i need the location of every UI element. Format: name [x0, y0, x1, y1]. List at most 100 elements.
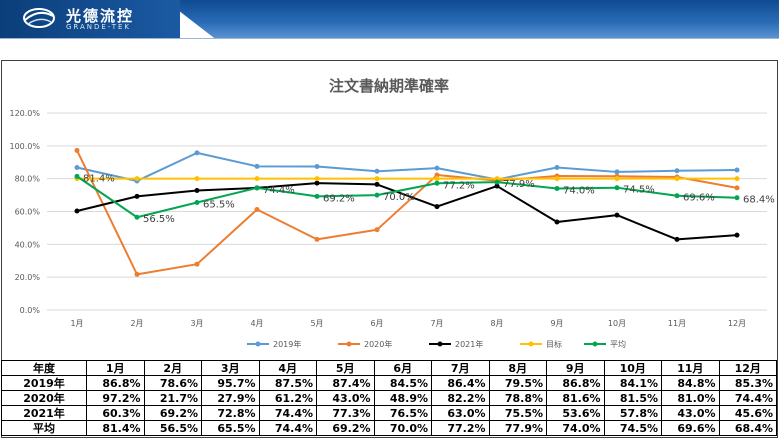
data-point	[434, 176, 440, 182]
table-cell: 69.2%	[316, 420, 375, 436]
y-tick-label: 100.0%	[9, 142, 40, 151]
data-point	[734, 232, 740, 238]
data-point	[254, 163, 260, 169]
table-header-cell: 4月	[258, 360, 317, 376]
table-header-cell: 7月	[431, 360, 490, 376]
data-point	[314, 180, 320, 186]
table-cell: 81.4%	[86, 420, 145, 436]
table-cell: 27.9%	[201, 390, 260, 406]
y-tick-label: 0.0%	[20, 306, 41, 315]
table-cell: 76.5%	[373, 405, 432, 421]
y-tick-label: 80.0%	[15, 175, 41, 184]
table-cell: 69.2%	[143, 405, 202, 421]
table-cell: 72.8%	[201, 405, 260, 421]
data-label: 77.9%	[503, 179, 535, 190]
table-header-row: 年度 1月 2月 3月 4月 5月 6月 7月 8月 9月 10月 11月 12月	[1, 360, 777, 376]
table-cell: 74.4%	[718, 390, 777, 406]
data-point	[74, 173, 80, 179]
table-row: 2020年 97.2% 21.7% 27.9% 61.2% 43.0% 48.9% 82.2%…	[1, 390, 777, 406]
data-label: 69.6%	[683, 193, 715, 204]
table-cell: 82.2%	[431, 390, 490, 406]
table-row: 2019年 86.8% 78.6% 95.7% 87.5% 87.4% 84.5% 86.4%…	[1, 375, 777, 391]
table-cell: 74.0%	[546, 420, 605, 436]
table-cell: 48.9%	[373, 390, 432, 406]
data-point	[194, 261, 200, 267]
table-header-cell: 11月	[661, 360, 720, 376]
table-cell: 86.8%	[86, 375, 145, 391]
table-header-cell: 10月	[603, 360, 662, 376]
legend-label: 目标	[546, 339, 562, 349]
data-point	[74, 147, 80, 153]
data-point	[374, 192, 380, 198]
table-cell: 87.4%	[316, 375, 375, 391]
table-cell: 81.0%	[661, 390, 720, 406]
table-header-cell: 6月	[373, 360, 432, 376]
y-tick-label: 40.0%	[15, 240, 41, 249]
data-point	[674, 168, 680, 174]
series-line	[76, 175, 738, 219]
data-point	[374, 227, 380, 233]
table-cell: 68.4%	[718, 420, 777, 436]
x-tick-label: 8月	[490, 319, 503, 328]
x-tick-label: 5月	[310, 319, 323, 328]
data-point	[254, 176, 260, 182]
table-row: 平均 81.4% 56.5% 65.5% 74.4% 69.2% 70.0% 77.2% 77.…	[1, 420, 777, 436]
table-cell: 45.6%	[718, 405, 777, 421]
header-banner	[165, 0, 779, 38]
x-tick-label: 6月	[370, 319, 383, 328]
legend-label: 2021年	[455, 339, 483, 349]
data-point	[554, 219, 560, 225]
data-point	[434, 180, 440, 186]
data-point	[554, 186, 560, 192]
brand-name: 光德流控	[66, 7, 135, 25]
table-cell: 77.3%	[316, 405, 375, 421]
data-point	[74, 165, 80, 171]
table-cell: 74.5%	[603, 420, 662, 436]
table-cell: 56.5%	[143, 420, 202, 436]
data-point	[734, 176, 740, 182]
table-cell: 70.0%	[373, 420, 432, 436]
legend-label: 2020年	[364, 339, 392, 349]
data-point	[194, 150, 200, 156]
table-header-cell: 3月	[201, 360, 260, 376]
table-cell: 75.5%	[488, 405, 547, 421]
table-header-cell: 年度	[1, 360, 87, 376]
data-point	[314, 236, 320, 242]
logo-globe-icon	[23, 8, 55, 28]
data-point	[434, 172, 440, 178]
table-cell: 57.8%	[603, 405, 662, 421]
data-point	[134, 271, 140, 277]
data-point	[554, 165, 560, 171]
data-point	[674, 176, 680, 182]
data-point	[494, 179, 500, 185]
x-tick-label: 1月	[70, 319, 83, 328]
table-cell: 77.9%	[488, 420, 547, 436]
data-label: 74.5%	[623, 185, 655, 196]
table-cell: 85.3%	[718, 375, 777, 391]
table-header-cell: 9月	[546, 360, 605, 376]
table-cell: 60.3%	[86, 405, 145, 421]
table-cell: 78.8%	[488, 390, 547, 406]
table-header-cell: 12月	[718, 360, 777, 376]
data-label: 70.0%	[383, 192, 415, 203]
data-point	[434, 204, 440, 210]
table-cell: 95.7%	[201, 375, 260, 391]
table-cell: 63.0%	[431, 405, 490, 421]
data-point	[194, 176, 200, 182]
data-label: 74.4%	[263, 185, 295, 196]
data-label: 81.4%	[83, 173, 115, 184]
y-tick-label: 60.0%	[15, 208, 41, 217]
x-tick-label: 9月	[550, 319, 563, 328]
table-header-cell: 2月	[143, 360, 202, 376]
x-tick-label: 10月	[608, 319, 626, 328]
table-header-cell: 1月	[86, 360, 145, 376]
data-point	[494, 176, 500, 182]
table-header-cell: 5月	[316, 360, 375, 376]
data-point	[314, 193, 320, 199]
table-cell: 81.5%	[603, 390, 662, 406]
data-point	[734, 167, 740, 173]
data-point	[74, 208, 80, 214]
legend-marker	[528, 341, 534, 347]
data-point	[614, 185, 620, 191]
data-point	[194, 199, 200, 205]
